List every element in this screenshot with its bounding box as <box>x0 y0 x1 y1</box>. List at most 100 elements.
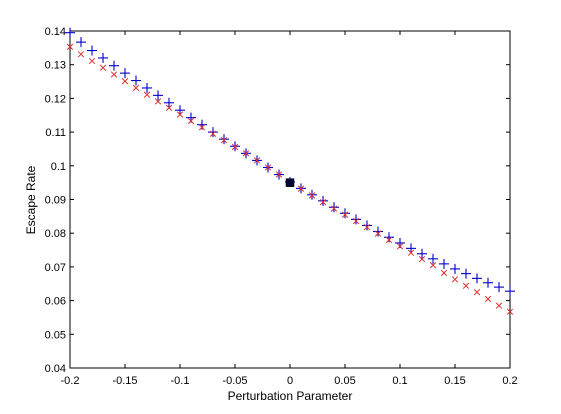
x-marker-point <box>231 143 239 151</box>
x-tick-label: 0.1 <box>392 375 407 387</box>
x-marker-point <box>374 230 382 237</box>
plus-marker-point <box>219 134 229 145</box>
x-tick-label: 0.05 <box>334 375 355 387</box>
plus-marker-point <box>373 226 383 237</box>
y-tick-label: 0.06 <box>45 296 66 308</box>
plus-marker-point <box>362 220 372 231</box>
y-tick-label: 0.1 <box>51 161 66 173</box>
y-axis-label: Escape Rate <box>24 165 38 234</box>
plus-marker-point <box>76 37 86 48</box>
plot-area <box>69 30 511 369</box>
plus-marker-point <box>208 127 218 138</box>
x-marker-point <box>110 71 118 78</box>
x-marker-point <box>77 51 85 58</box>
x-stroke-b <box>341 211 349 218</box>
x-marker-point <box>330 205 338 212</box>
plus-marker-point <box>153 90 163 101</box>
x-stroke-b <box>99 64 107 71</box>
y-tick-label: 0.05 <box>45 329 66 341</box>
x-stroke-b <box>396 243 404 250</box>
x-stroke-b <box>330 205 338 212</box>
x-marker-point <box>308 192 316 199</box>
x-marker-point <box>495 302 503 309</box>
plus-marker-point <box>450 263 460 274</box>
plus-marker-point <box>318 195 328 206</box>
x-stroke-b <box>363 223 371 231</box>
plus-marker-point <box>120 68 130 79</box>
x-marker-point <box>165 104 173 111</box>
plus-marker-point <box>428 253 438 264</box>
y-tick-label: 0.07 <box>45 262 66 274</box>
x-stroke-b <box>77 51 85 58</box>
x-stroke-b <box>462 282 470 289</box>
x-tick-label: -0.05 <box>222 375 247 387</box>
x-marker-point <box>154 98 162 105</box>
x-tick-label: -0.2 <box>61 375 80 387</box>
y-tick-label: 0.04 <box>45 363 66 375</box>
y-tick-label: 0.08 <box>45 228 66 240</box>
x-marker-point <box>418 255 426 263</box>
x-marker-point <box>462 282 470 289</box>
x-marker-point <box>66 43 74 50</box>
x-stroke-b <box>231 143 239 151</box>
x-stroke-b <box>506 308 514 315</box>
x-stroke-b <box>242 150 250 157</box>
x-tick-label: 0 <box>287 375 293 387</box>
plus-marker-point <box>142 82 152 93</box>
x-marker-point <box>506 308 514 315</box>
x-marker-point <box>275 171 283 178</box>
x-stroke-b <box>253 157 261 164</box>
x-stroke-b <box>484 295 492 303</box>
plus-marker-point <box>483 277 493 288</box>
x-stroke-b <box>132 84 140 92</box>
x-marker-point <box>484 295 492 303</box>
x-marker-point <box>253 157 261 164</box>
x-marker-point <box>220 137 228 144</box>
x-stroke-b <box>264 164 272 171</box>
plus-marker-point <box>131 75 141 86</box>
x-marker-point <box>385 236 393 244</box>
x-marker-point <box>143 91 151 98</box>
y-tick-label: 0.12 <box>45 93 66 105</box>
x-stroke-b <box>385 236 393 244</box>
x-tick-label: -0.15 <box>112 375 137 387</box>
x-marker-point <box>187 117 195 125</box>
plus-marker-point <box>439 258 449 269</box>
plus-marker-point <box>494 282 504 293</box>
plus-marker-point <box>164 97 174 108</box>
plus-marker-point <box>98 52 108 63</box>
x-marker-point <box>341 211 349 218</box>
x-stroke-b <box>143 91 151 98</box>
axis-ticks: -0.2 -0.15 -0.1 -0.05 0 0.05 0.1 0.15 0.2 0.04 0.0… <box>45 26 518 387</box>
x-stroke-b <box>352 217 360 225</box>
plus-marker-point <box>329 202 339 213</box>
x-stroke-b <box>407 249 415 256</box>
x-axis-label: Perturbation Parameter <box>228 389 353 403</box>
x-stroke-b <box>220 137 228 144</box>
x-marker-point <box>176 111 184 118</box>
y-tick-label: 0.13 <box>45 60 66 72</box>
x-marker-point <box>429 262 437 269</box>
x-tick-label: 0.15 <box>444 375 465 387</box>
x-stroke-b <box>418 255 426 263</box>
x-marker-point <box>132 84 140 92</box>
y-tick-label: 0.14 <box>45 26 66 38</box>
plus-marker-point <box>340 208 350 219</box>
x-stroke-b <box>165 104 173 111</box>
x-marker-point <box>242 150 250 157</box>
x-stroke-b <box>176 111 184 118</box>
y-tick-label: 0.11 <box>45 127 66 139</box>
x-marker-point <box>473 289 481 296</box>
x-marker-point <box>99 64 107 71</box>
plus-marker-point <box>417 248 427 259</box>
x-stroke-b <box>110 71 118 78</box>
x-marker-point <box>352 217 360 225</box>
y-tick-label: 0.09 <box>45 195 66 207</box>
plus-marker-point <box>109 60 119 71</box>
x-marker-point <box>440 269 448 277</box>
x-stroke-b <box>374 230 382 237</box>
x-marker-point <box>363 223 371 231</box>
x-stroke-b <box>121 78 129 85</box>
x-stroke-b <box>440 269 448 277</box>
